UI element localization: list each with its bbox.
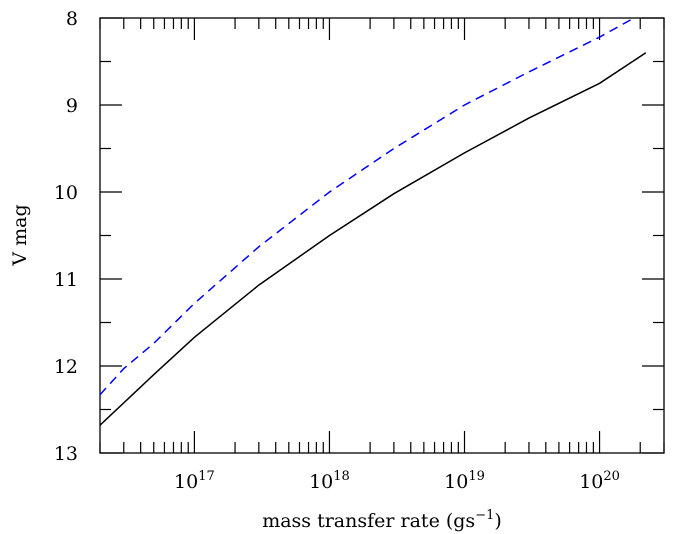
x-axis-label: mass transfer rate (gs−1): [262, 508, 502, 532]
x-tick-label: 1020: [579, 469, 620, 493]
y-tick-label: 8: [66, 8, 78, 30]
x-tick-label: 1018: [309, 469, 350, 493]
tick-marks: [99, 17, 665, 454]
plot-frame: [99, 17, 665, 454]
y-tick-label: 13: [54, 443, 78, 465]
y-tick-label: 9: [66, 95, 78, 117]
x-tick-label: 1019: [444, 469, 485, 493]
y-tick-label: 10: [54, 182, 78, 204]
y-tick-label: 12: [54, 356, 78, 378]
series-lines: [99, 17, 647, 426]
x-tick-label: 1017: [174, 469, 215, 493]
y-tick-labels: 8 9 10 11 12 13: [54, 8, 78, 465]
y-axis-label: V mag: [9, 204, 31, 266]
x-tick-labels: 1017 1018 1019 1020: [174, 469, 620, 493]
solid-series-line: [99, 52, 647, 426]
y-tick-label: 11: [54, 269, 78, 291]
dashed-series-line: [99, 17, 635, 396]
